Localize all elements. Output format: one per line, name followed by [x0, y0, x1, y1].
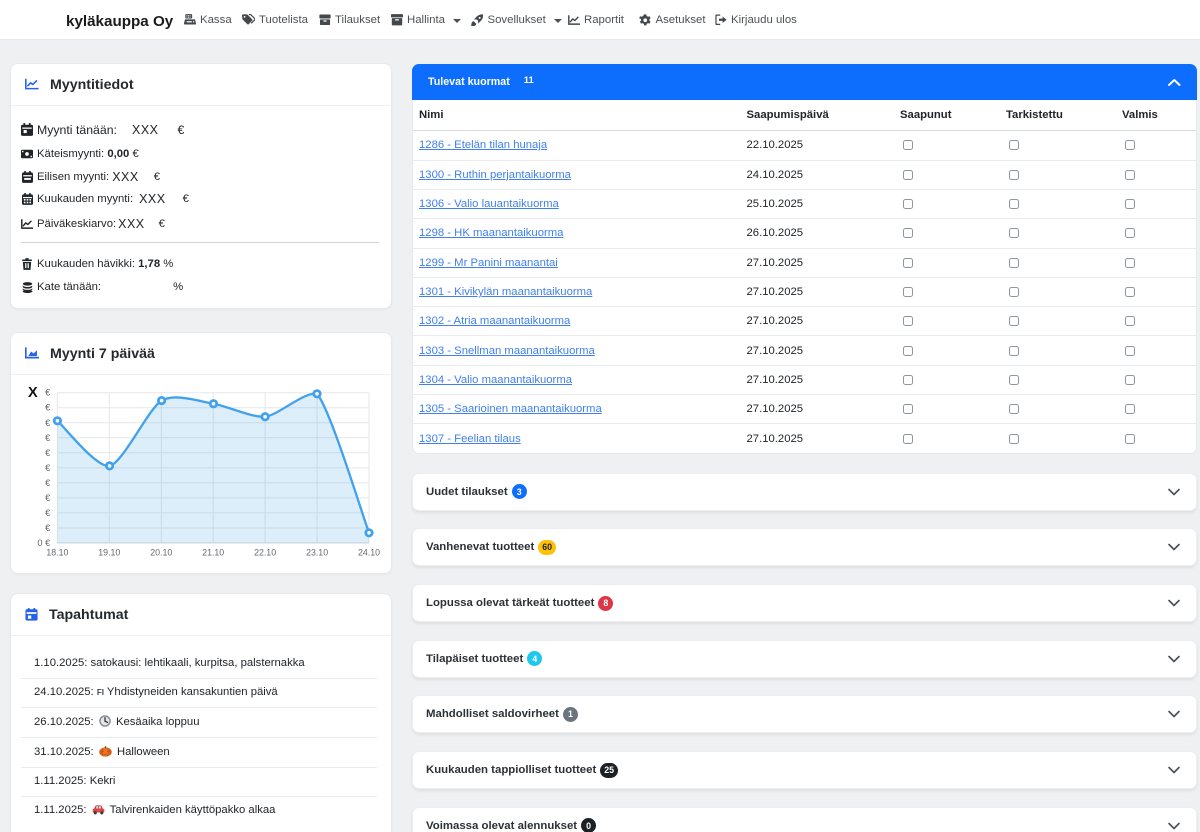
svg-text:€: € [45, 433, 51, 443]
svg-text:€: € [45, 478, 51, 488]
svg-text:€: € [45, 448, 51, 458]
svg-text:€: € [45, 388, 51, 398]
svg-text:€: € [45, 508, 51, 518]
svg-text:€: € [45, 493, 51, 503]
svg-text:€: € [45, 403, 51, 413]
svg-text:0 €: 0 € [37, 538, 51, 548]
svg-text:€: € [45, 418, 51, 428]
svg-text:€: € [45, 463, 51, 473]
svg-text:19.10: 19.10 [98, 548, 120, 558]
svg-text:23.10: 23.10 [306, 548, 328, 558]
svg-text:21.10: 21.10 [202, 548, 224, 558]
svg-text:20.10: 20.10 [150, 548, 172, 558]
svg-text:24.10: 24.10 [358, 548, 380, 558]
svg-text:18.10: 18.10 [46, 548, 68, 558]
svg-text:X: X [28, 385, 38, 401]
svg-text:22.10: 22.10 [254, 548, 276, 558]
svg-text:€: € [45, 523, 51, 533]
